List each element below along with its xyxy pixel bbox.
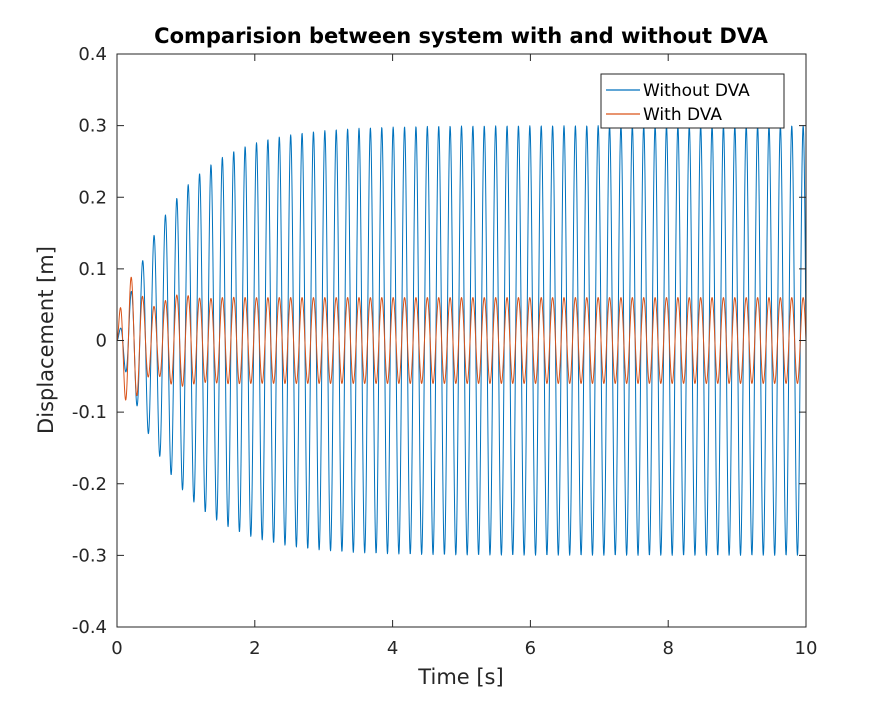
x-tick-label: 0 <box>111 638 122 659</box>
y-tick-labels: -0.4 -0.3 -0.2 -0.1 0 0.1 0.2 0.3 0.4 <box>72 44 107 638</box>
y-tick-label: 0.4 <box>78 44 107 65</box>
x-tick-label: 6 <box>525 638 536 659</box>
legend-label-with-dva: With DVA <box>643 105 722 125</box>
plot-area <box>117 54 806 627</box>
y-tick-label: -0.3 <box>72 545 107 566</box>
y-tick-label: 0.2 <box>78 187 107 208</box>
y-tick-label: 0.3 <box>78 116 107 137</box>
x-tick-labels: 0 2 4 6 8 10 <box>111 638 817 659</box>
axes-layer <box>116 53 807 628</box>
series-layer <box>116 125 807 556</box>
x-tick-label: 2 <box>249 638 260 659</box>
y-tick-label: -0.2 <box>72 474 107 495</box>
y-tick-label: -0.1 <box>72 402 107 423</box>
y-axis-label: Displacement [m] <box>34 246 58 434</box>
chart-title: Comparision between system with and with… <box>154 24 768 48</box>
x-tick-label: 4 <box>387 638 398 659</box>
series-line-without-dva <box>116 125 807 556</box>
x-tick-label: 8 <box>662 638 673 659</box>
x-axis-label: Time [s] <box>417 665 503 689</box>
legend-box <box>600 73 785 129</box>
x-tick-label: 10 <box>795 638 818 659</box>
legend-label-without-dva: Without DVA <box>643 81 750 101</box>
y-tick-label: 0 <box>96 331 107 352</box>
series-line-with-dva <box>116 276 807 401</box>
legend: Without DVA With DVA <box>600 73 785 129</box>
y-tick-label: -0.4 <box>72 617 107 638</box>
y-tick-label: 0.1 <box>78 259 107 280</box>
